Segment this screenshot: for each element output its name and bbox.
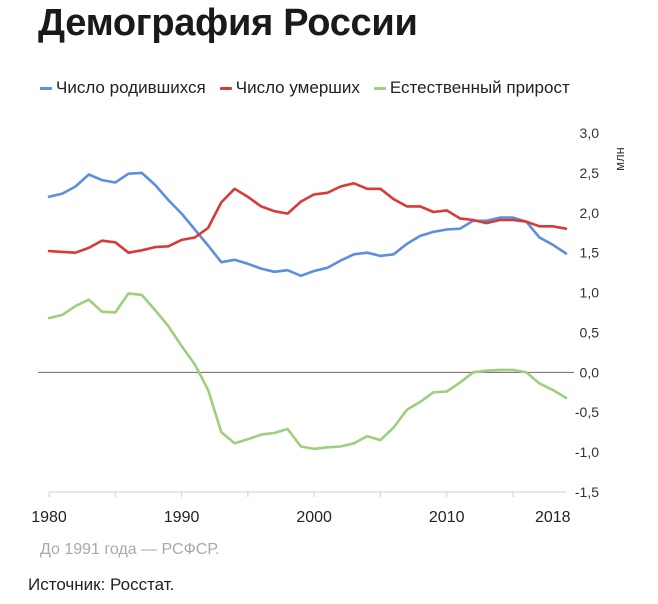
series-line-births [47,171,568,278]
legend-swatch-births [40,86,52,90]
y-tick-label: 1,5 [580,245,600,261]
y-tick-label: 2,0 [580,205,600,221]
legend-item-natural-growth: Естественный прирост [373,78,570,98]
x-tick-label: 1990 [164,509,200,526]
legend-item-deaths: Число умерших [219,78,360,98]
axes-layer [38,371,574,497]
legend-swatch-deaths [219,86,232,90]
x-tick-label: 1980 [31,509,67,526]
x-tick-label: 2010 [429,509,465,526]
y-tick-label: -1,0 [575,444,599,460]
series-line-natural-growth [47,292,568,451]
y-tick-label: 0,0 [580,364,600,380]
source-note: Источник: Росстат. [28,575,175,594]
y-tick-label: -1,5 [575,484,599,500]
y-tick-label: -0,5 [575,404,599,420]
chart-title: Демография России [38,2,418,44]
x-tick-label: 2018 [535,509,571,526]
y-tick-label: 0,5 [580,324,600,340]
labels-layer: 3,0 2,5 2,0 1,5 1,0 0,5 0,0 -0,5 -1,0 -1,5 млн 1980… [31,125,627,526]
legend-label-natural-growth: Естественный прирост [389,78,570,97]
legend-label-births: Число родившихся [56,78,206,97]
legend-item-births: Число родившихся [40,78,206,98]
y-axis-unit-label: млн [612,147,627,171]
y-tick-label: 3,0 [580,125,600,141]
y-tick-label: 1,0 [580,285,600,301]
chart-legend: Число родившихся Число умерших Естествен… [40,78,570,98]
series-line-deaths [47,182,568,254]
x-tick-label: 2000 [296,509,332,526]
series-layer [47,171,568,451]
legend-swatch-natural-growth [373,86,386,90]
legend-label-deaths: Число умерших [235,78,360,97]
footnote: До 1991 года — РСФСР. [40,541,220,558]
y-tick-label: 2,5 [580,165,600,181]
